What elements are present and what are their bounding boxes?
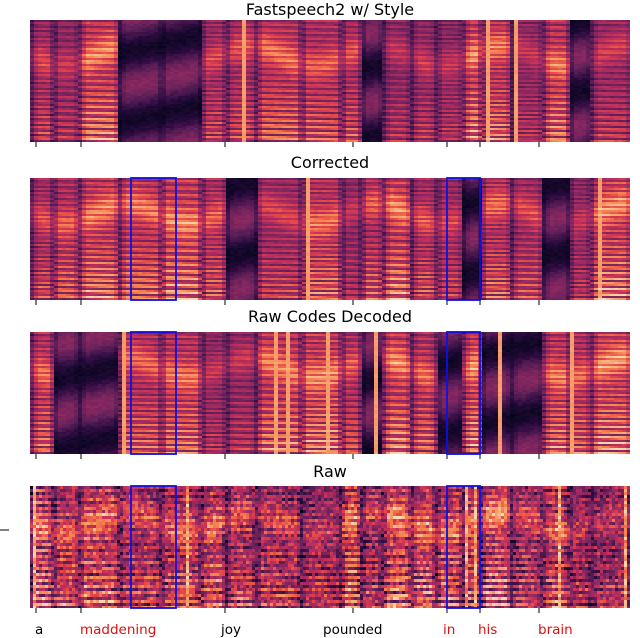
word-maddening: maddening xyxy=(80,622,156,638)
highlight-box xyxy=(446,177,481,301)
word-pounded: pounded xyxy=(323,622,382,638)
spectrogram-panel: Fastspeech2 w/ Style xyxy=(30,0,630,147)
spectrogram-panel: Raw xyxy=(30,462,630,613)
panel-title: Raw Codes Decoded xyxy=(248,307,412,326)
panel-title: Fastspeech2 w/ Style xyxy=(246,0,414,19)
word-brain: brain xyxy=(538,622,573,638)
word-joy: joy xyxy=(220,622,241,638)
highlight-box xyxy=(446,485,481,609)
highlight-box xyxy=(130,485,177,609)
word-in: in xyxy=(443,622,455,638)
word-his: his xyxy=(478,622,497,638)
spectrogram-panel: Corrected xyxy=(30,153,630,305)
highlight-box xyxy=(130,331,177,455)
word-a: a xyxy=(35,622,43,638)
panel-title: Raw xyxy=(313,462,347,481)
highlight-box xyxy=(446,331,481,455)
spectrogram-panel: Raw Codes Decoded xyxy=(30,307,630,459)
highlight-box xyxy=(130,177,177,301)
panel-title: Corrected xyxy=(291,153,369,172)
